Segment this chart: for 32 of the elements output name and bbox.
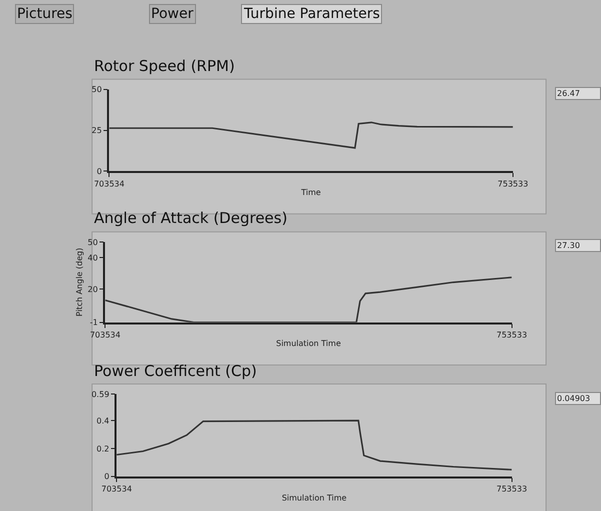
y-tick-label: 0.59: [91, 390, 110, 399]
text: Pictures: [17, 6, 72, 22]
x-tick-label: 753533: [496, 330, 528, 340]
x-axis-title: Simulation Time: [282, 493, 347, 502]
y-axis-title: Pitch Angle (deg): [74, 248, 84, 316]
x-axis-title: Simulation Time: [276, 339, 341, 348]
y-tick-label: 0: [96, 166, 102, 176]
y-tick-label: 50: [92, 85, 102, 94]
x-tick-label: 753533: [498, 180, 528, 189]
y-tick-label: 40: [88, 254, 98, 262]
chart-title: Power Coefficent (Cp): [94, 362, 257, 380]
x-tick-label: 703534: [90, 330, 120, 340]
chart-title: Rotor Speed (RPM): [94, 57, 235, 75]
y-tick-label: 0: [104, 472, 110, 482]
line-series: [109, 122, 513, 149]
y-tick-label: -1: [90, 318, 98, 328]
line-series: [116, 420, 512, 470]
x-tick-label: 753533: [496, 484, 528, 494]
x-axis-title: Time: [300, 188, 321, 198]
y-tick-label: 25: [92, 126, 102, 136]
y-tick-label: 0.2: [96, 444, 110, 454]
y-tick-label: 20: [88, 285, 98, 294]
text: 27.30: [557, 241, 580, 250]
text: 26.47: [557, 89, 580, 98]
x-tick-label: 703534: [101, 484, 132, 494]
text: Turbine Parameters: [243, 6, 380, 22]
text: 0.04903: [557, 394, 590, 403]
y-tick-label: 0.4: [96, 416, 110, 426]
chart-title: Angle of Attack (Degrees): [94, 209, 288, 227]
x-tick-label: 703534: [94, 180, 124, 189]
text: Power: [151, 6, 194, 22]
y-tick-label: 50: [88, 238, 98, 247]
